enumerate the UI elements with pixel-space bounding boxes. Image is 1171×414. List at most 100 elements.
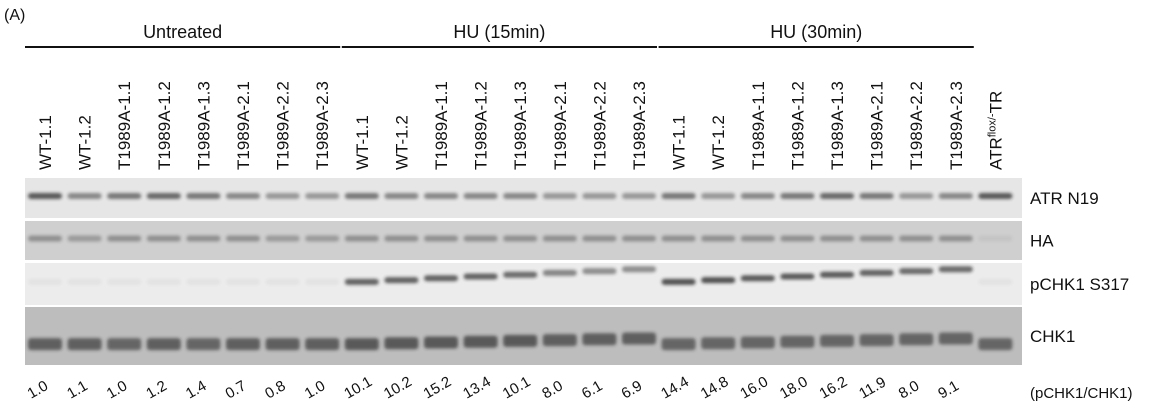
band [661,278,696,285]
lane-label: T1989A-1.1 [749,81,768,170]
band [384,235,419,242]
band [28,338,62,351]
band [305,193,340,199]
quant-value: 10.1 [341,373,375,402]
band [978,193,1013,199]
lane-label: T1989A-2.3 [630,81,649,170]
band [186,278,221,285]
lane-label: T1989A-2.3 [313,81,332,170]
band [542,269,577,276]
quant-value: 9.1 [935,377,962,402]
band [146,278,181,285]
lane-label: T1989A-2.3 [947,81,966,170]
band [463,235,498,242]
band [780,235,815,242]
group-label: Untreated [143,22,222,42]
band [820,193,854,199]
band [265,193,300,199]
lane-label: T1989A-1.2 [155,81,174,170]
band [28,235,62,242]
band [344,278,379,285]
lane-label: WT-1.2 [392,115,411,170]
band [226,193,260,199]
band [780,335,815,348]
band [542,235,577,242]
band [265,235,300,242]
blot-label: HA [1030,232,1054,251]
band [859,334,894,347]
blot-label: CHK1 [1030,327,1075,346]
lane-label: WT-1.1 [670,115,689,170]
lane-label-part: flox/- [986,113,998,137]
lane-label: T1989A-2.2 [590,81,609,170]
band [899,333,934,346]
band [424,235,458,242]
lane-label-part: ATR [986,137,1005,170]
band [859,235,894,242]
quant-value: 10.2 [381,373,415,402]
band [344,338,379,351]
group-label: HU (15min) [453,22,545,42]
lane-label: WT-1.2 [76,115,95,170]
quant-value: 1.0 [104,377,131,402]
band [503,271,538,278]
quant-value: 1.4 [183,377,210,402]
band [938,332,973,345]
band [780,273,815,280]
band [622,266,656,273]
band [67,193,102,199]
band [859,269,894,276]
band [740,336,775,349]
band [622,235,656,242]
quant-value: 13.4 [460,373,494,402]
lane-label: T1989A-2.1 [234,81,253,170]
quant-value: 0.8 [262,377,289,402]
band [305,338,340,351]
band [226,278,260,285]
quant-value: 8.0 [539,377,566,402]
band [938,266,973,273]
band [582,193,617,199]
band [661,338,696,351]
band [899,235,934,242]
quant-value: 6.9 [619,377,646,402]
band [582,333,617,346]
band [424,275,458,282]
band [28,278,62,285]
lane-label: T1989A-2.2 [907,81,926,170]
band [384,337,419,350]
band [661,193,696,199]
lane-label: T1989A-1.3 [511,81,530,170]
quant-value: 15.2 [421,373,455,402]
band [146,338,181,351]
lane-label: WT-1.1 [353,115,372,170]
lane-label: T1989A-1.2 [472,81,491,170]
band [740,275,775,282]
band [503,235,538,242]
band [622,332,656,345]
band [780,193,815,199]
band [107,338,142,351]
band [305,235,340,242]
band [146,193,181,199]
band [67,278,102,285]
band [67,235,102,242]
blot-label: pCHK1 S317 [1030,275,1129,294]
band [661,235,696,242]
band [859,193,894,199]
band [424,193,458,199]
quant-value: 8.0 [896,377,923,402]
band [542,334,577,347]
band [582,268,617,275]
quant-label: (pCHK1/CHK1) [1030,385,1133,402]
band [265,278,300,285]
panel-label: (A) [4,7,25,24]
band [582,235,617,242]
lane-label: T1989A-2.1 [868,81,887,170]
lane-label-part: TR [986,91,1005,114]
band [344,193,379,199]
quant-value: 14.4 [658,373,692,402]
band [463,273,498,280]
band [384,193,419,199]
